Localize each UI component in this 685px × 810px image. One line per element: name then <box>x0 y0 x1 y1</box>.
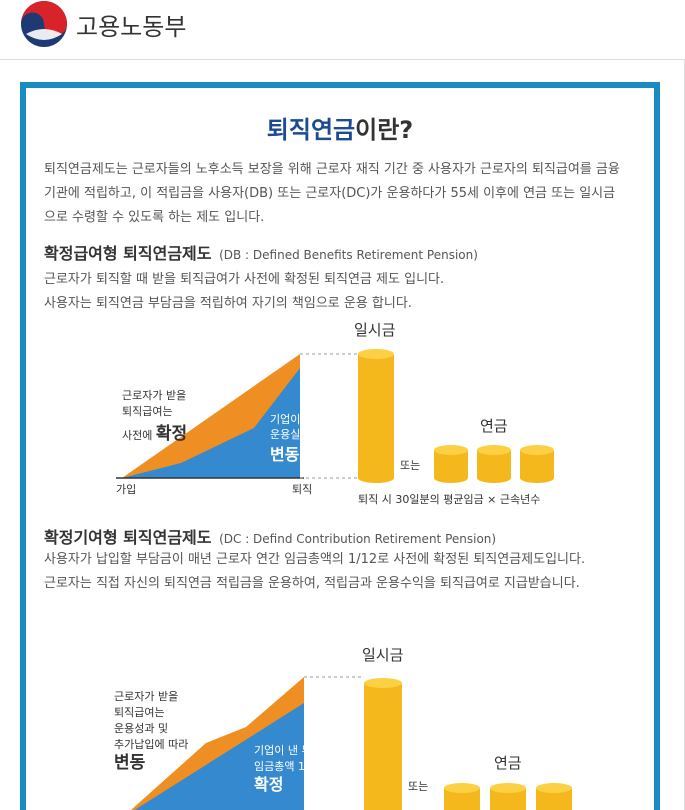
dc-orange-line-1: 근로자가 받을 <box>114 690 179 703</box>
intro-text: 퇴직연금제도는 근로자들의 노후소득 보장을 위해 근로자 재직 기간 중 사용… <box>44 162 620 225</box>
dc-subtitle: (DC : Defind Contribution Retirement Pen… <box>219 532 497 546</box>
db-section-title: 확정급여형 퇴직연금제도 (DB : Defined Benefits Reti… <box>44 240 478 264</box>
dc-annuity-label: 연금 <box>494 754 522 772</box>
dc-desc-line-2: 근로자는 직접 자신의 퇴직연금 적립금을 운용하여, 적립금과 운용수익을 퇴… <box>44 576 580 591</box>
taegeuk-logo-icon <box>21 1 67 47</box>
db-subtitle: (DB : Defined Benefits Retirement Pensio… <box>219 248 478 262</box>
site-header: 고용노동부 <box>0 0 685 60</box>
db-end-label: 퇴직 <box>292 483 313 496</box>
db-orange-line-1: 근로자가 받을 <box>122 389 187 402</box>
ministry-logo[interactable]: 고용노동부 <box>20 0 186 48</box>
logo-text: 고용노동부 <box>76 12 187 41</box>
content-panel: 퇴직연금이란? 퇴직연금제도는 근로자들의 노후소득 보장을 위해 근로자 재직… <box>20 82 660 810</box>
title-highlight: 퇴직연금 <box>266 116 356 144</box>
db-diagram: 근로자가 받을 퇴직급여는 사전에 확정 기업이 낸 부담금은 운용실적에 따라… <box>26 320 666 510</box>
dc-lump-sum-cylinder <box>364 683 402 810</box>
db-blue-big: 변동 <box>270 445 300 464</box>
dc-blue-big: 확정 <box>254 775 284 794</box>
db-blue-line-1: 기업이 낸 부담금은 <box>270 413 358 426</box>
db-orange-line-2: 퇴직급여는 <box>122 405 173 418</box>
dc-description: 사용자가 납입할 부담금이 매년 근로자 연간 임금총액의 1/12로 사전에 … <box>44 548 634 596</box>
db-blue-area <box>122 368 300 478</box>
db-desc-line-2: 사용자는 퇴직연금 부담금을 적립하여 자기의 책임으로 운용 합니다. <box>44 296 412 311</box>
db-orange-line-3-text: 사전에 <box>122 429 153 442</box>
db-or-label: 또는 <box>400 459 421 472</box>
dc-or-label: 또는 <box>408 780 429 793</box>
dc-lump-sum-label: 일시금 <box>362 646 404 664</box>
dc-orange-line-4: 추가납입에 따라 <box>114 738 189 751</box>
db-orange-line-3: 사전에 확정 <box>122 426 187 444</box>
dc-section-title: 확정기여형 퇴직연금제도 (DC : Defind Contribution R… <box>44 524 496 548</box>
dc-orange-line-3: 운용성과 및 <box>114 722 169 735</box>
dc-blue-line-2: 임금총액 1/12 <box>254 760 323 773</box>
db-start-label: 가입 <box>116 483 137 496</box>
db-blue-line-2: 운용실적에 따라 <box>270 428 345 441</box>
db-diagram-graphic <box>116 349 554 483</box>
db-orange-big: 확정 <box>155 424 188 444</box>
dc-title: 확정기여형 퇴직연금제도 <box>44 528 212 547</box>
dc-orange-big: 변동 <box>114 753 146 773</box>
db-description: 근로자가 퇴직할 때 받을 퇴직급여가 사전에 확정된 퇴직연금 제도 입니다.… <box>44 268 634 316</box>
db-annuity-coins <box>434 445 554 483</box>
db-lump-sum-cylinder <box>358 354 394 478</box>
dc-blue-line-1: 기업이 낸 부담금은 <box>254 744 342 757</box>
dc-blue-area <box>134 703 304 810</box>
dc-diagram: 근로자가 받을 퇴직급여는 운용성과 및 추가납입에 따라 변동 기업이 낸 부… <box>26 643 666 810</box>
title-rest: 이란? <box>355 116 414 144</box>
dc-annuity-coins <box>444 783 572 810</box>
db-lump-sum-label: 일시금 <box>354 321 396 339</box>
dc-desc-line-1: 사용자가 납입할 부담금이 매년 근로자 연간 임금총액의 1/12로 사전에 … <box>44 552 586 567</box>
db-formula: 퇴직 시 30일분의 평균임금 × 근속년수 <box>358 493 541 506</box>
dc-orange-line-2: 퇴직급여는 <box>114 706 165 719</box>
page-title: 퇴직연금이란? <box>26 110 654 145</box>
dc-diagram-graphic <box>130 676 572 810</box>
db-desc-line-1: 근로자가 퇴직할 때 받을 퇴직급여가 사전에 확정된 퇴직연금 제도 입니다. <box>44 272 445 287</box>
db-annuity-label: 연금 <box>480 417 508 435</box>
db-title: 확정급여형 퇴직연금제도 <box>44 244 212 263</box>
